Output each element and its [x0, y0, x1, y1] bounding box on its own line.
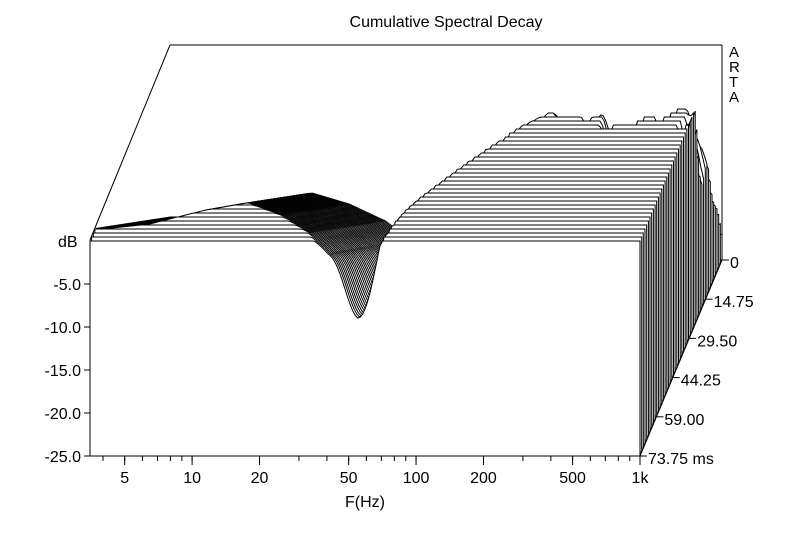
x-axis-label: F(Hz): [345, 494, 385, 511]
y-tick-label: -20.0: [45, 406, 82, 423]
y-tick-label: -15.0: [45, 363, 82, 380]
time-tick-label: 0: [730, 255, 739, 272]
left-back-edge: [89, 44, 171, 241]
time-tick-label: 44.25: [681, 373, 721, 390]
time-tick-label: 29.50: [697, 333, 737, 350]
decay-slices: [89, 108, 723, 457]
x-tick-label: 200: [470, 470, 497, 487]
x-tick-label: 500: [559, 470, 586, 487]
time-axis-line: [639, 259, 723, 457]
decay-slice-49: [89, 240, 641, 457]
brand-letter: T: [729, 74, 738, 91]
y-tick-label: -25.0: [45, 449, 82, 466]
y-tick-label: -10.0: [45, 320, 82, 337]
chart-title: Cumulative Spectral Decay: [350, 14, 543, 31]
x-tick-label: 100: [403, 470, 430, 487]
time-tick-label: 73.75 ms: [648, 451, 714, 468]
y-tick-label: -5.0: [53, 277, 81, 294]
time-tick-label: 14.75: [714, 294, 754, 311]
chart-axes: 5 10 20 50 100 200 500 1k -5.0 -10.0 -15.0 -20.0 -25…: [45, 255, 754, 487]
x-tick-label: 1k: [632, 470, 650, 487]
brand-letter: A: [729, 89, 739, 106]
x-tick-label: 10: [183, 470, 201, 487]
y-axis-label: dB: [58, 234, 78, 251]
x-tick-label: 20: [251, 470, 269, 487]
brand-letter: A: [729, 44, 739, 61]
time-tick-label: 59.00: [664, 412, 704, 429]
x-tick-label: 50: [340, 470, 358, 487]
x-tick-label: 5: [120, 470, 129, 487]
brand-letter: R: [729, 59, 740, 76]
